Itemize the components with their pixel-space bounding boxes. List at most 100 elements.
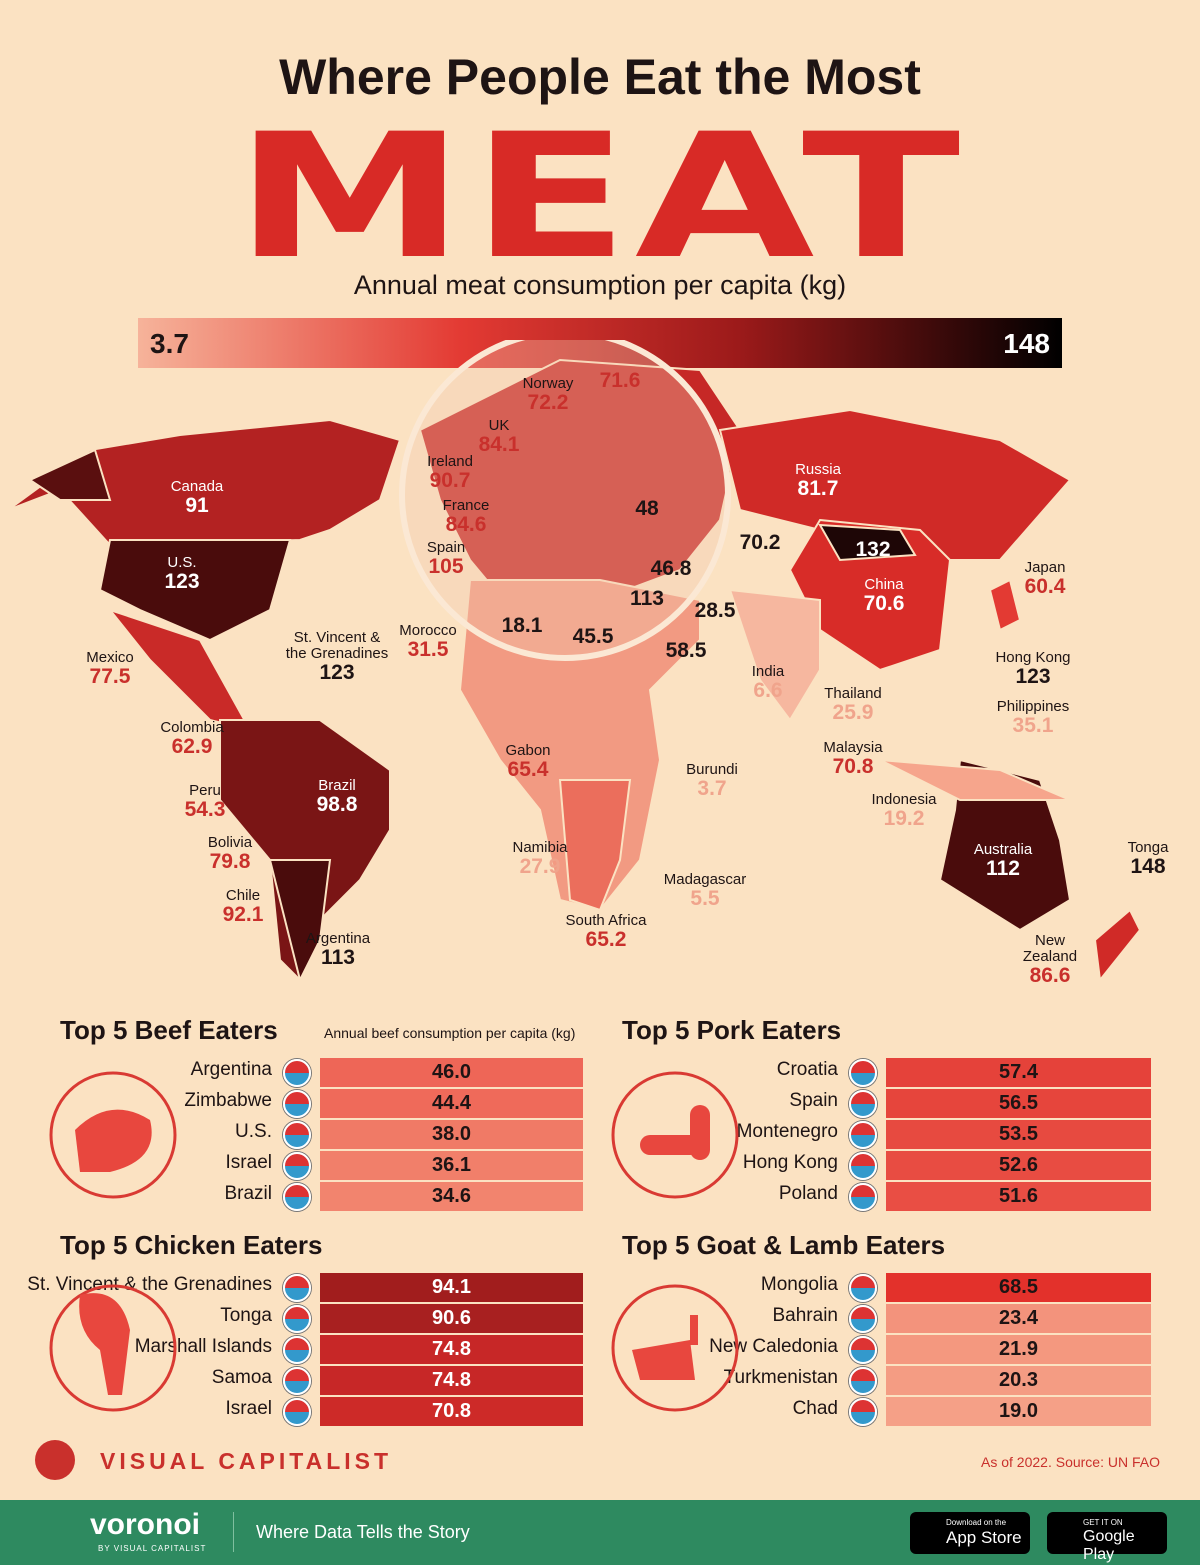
tagline: Where Data Tells the Story bbox=[256, 1522, 470, 1542]
brand-logo bbox=[35, 1440, 75, 1480]
table-note: Annual beef consumption per capita (kg) bbox=[324, 1025, 576, 1041]
map-label: Bolivia 79.8 bbox=[208, 835, 252, 873]
map-label: Indonesia 19.2 bbox=[871, 792, 936, 830]
country-name: Poland bbox=[778, 1183, 838, 1204]
map-label: Brazil 98.8 bbox=[317, 778, 358, 816]
map-label: Hong Kong 123 bbox=[995, 650, 1070, 688]
headline: MEAT bbox=[234, 96, 966, 297]
value-cell: 90.6 bbox=[320, 1304, 583, 1333]
country-name: Russia bbox=[795, 461, 841, 478]
map-label: Argentina 113 bbox=[306, 931, 370, 969]
value-cell: 74.8 bbox=[320, 1335, 583, 1364]
map-label: 45.5 bbox=[572, 625, 614, 648]
country-name: New Caledonia bbox=[709, 1336, 838, 1357]
flag bbox=[849, 1305, 877, 1333]
country-name: France bbox=[442, 497, 490, 514]
value-cell: 20.3 bbox=[886, 1366, 1151, 1395]
country-value: 123 bbox=[1015, 664, 1051, 688]
flag bbox=[849, 1152, 877, 1180]
color-legend: 3.7 148 bbox=[138, 318, 1062, 368]
map-label: France 84.6 bbox=[443, 498, 490, 536]
country-value: 65.4 bbox=[507, 757, 549, 781]
country-value: 123 bbox=[164, 569, 200, 593]
map-label: 28.5 bbox=[695, 599, 736, 622]
country-value: 18.1 bbox=[501, 614, 543, 637]
country-name: Canada bbox=[170, 478, 224, 495]
flag bbox=[283, 1090, 311, 1118]
country-value: 84.1 bbox=[478, 432, 520, 456]
value-cell: 34.6 bbox=[320, 1182, 583, 1211]
country-value: 70.2 bbox=[739, 531, 781, 554]
app-store-button[interactable]: Download on the App Store bbox=[910, 1512, 1030, 1554]
value-cell: 74.8 bbox=[320, 1366, 583, 1395]
country-value: 123 bbox=[319, 660, 355, 684]
country-name: Hong Kong bbox=[742, 1152, 838, 1173]
map-label: Spain 105 bbox=[427, 540, 465, 578]
flag bbox=[283, 1367, 311, 1395]
country-value: 27.9 bbox=[519, 854, 561, 878]
table-title: Top 5 Chicken Eaters bbox=[60, 1230, 323, 1260]
subtitle: Annual meat consumption per capita (kg) bbox=[353, 270, 847, 300]
flag bbox=[849, 1059, 877, 1087]
map-label: Namibia 27.9 bbox=[512, 840, 567, 878]
flag bbox=[283, 1121, 311, 1149]
country-name: Spain bbox=[789, 1090, 838, 1111]
brand: VISUAL CAPITALIST bbox=[100, 1448, 393, 1474]
map-label: Japan 60.4 bbox=[1025, 560, 1066, 598]
country-value: 112 bbox=[986, 856, 1020, 880]
country-value: 45.5 bbox=[572, 625, 614, 648]
country-name: Madagascar bbox=[663, 871, 747, 888]
map-label: UK 84.1 bbox=[479, 418, 520, 456]
country-name: Hong Kong bbox=[995, 649, 1071, 666]
country-name: South Africa bbox=[565, 912, 647, 929]
country-name: Thailand bbox=[824, 685, 882, 702]
country-name: U.S. bbox=[235, 1121, 272, 1142]
map-label: Chile 92.1 bbox=[223, 888, 264, 926]
map-label: Mexico 77.5 bbox=[86, 650, 134, 688]
country-name: Montenegro bbox=[736, 1121, 838, 1142]
value-cell: 53.5 bbox=[886, 1120, 1151, 1149]
country-name: UK bbox=[488, 417, 510, 434]
country-name: Morocco bbox=[399, 622, 457, 639]
country-name: Brazil bbox=[318, 777, 356, 794]
value-cell: 94.1 bbox=[320, 1273, 583, 1302]
country-name: Colombia bbox=[160, 719, 224, 736]
flag bbox=[283, 1059, 311, 1087]
flag bbox=[283, 1274, 311, 1302]
country-value: 113 bbox=[630, 587, 664, 610]
country-name: Gabon bbox=[505, 742, 551, 759]
voronoi-logo[interactable]: voronoi bbox=[90, 1508, 200, 1541]
world-map bbox=[7, 340, 1142, 983]
country-name: Marshall Islands bbox=[134, 1336, 272, 1357]
icons bbox=[49, 1071, 739, 1412]
map-label: 113 bbox=[630, 587, 664, 610]
flag bbox=[849, 1336, 877, 1364]
value-cell: 68.5 bbox=[886, 1273, 1151, 1302]
value-cell: 46.0 bbox=[320, 1058, 583, 1087]
value-cell: 23.4 bbox=[886, 1304, 1151, 1333]
map-label: Burundi 3.7 bbox=[686, 762, 738, 800]
map-label: Peru 54.3 bbox=[185, 783, 226, 821]
country-value: 92.1 bbox=[222, 902, 264, 926]
legend-min: 3.7 bbox=[150, 328, 189, 359]
country-value: 81.7 bbox=[797, 476, 839, 500]
country-value: 19.2 bbox=[883, 806, 925, 830]
value-cell: 44.4 bbox=[320, 1089, 583, 1118]
country-name: Bolivia bbox=[207, 834, 253, 851]
country-name: Australia bbox=[973, 841, 1033, 858]
country-name: Brazil bbox=[224, 1183, 272, 1204]
flag bbox=[849, 1090, 877, 1118]
title: Where People Eat the Most bbox=[279, 49, 921, 105]
map-label: 48 bbox=[635, 497, 658, 520]
google-play-button[interactable]: GET IT ON Google Play bbox=[1047, 1512, 1167, 1563]
table-title: Top 5 Goat & Lamb Eaters bbox=[622, 1230, 946, 1260]
country-name: Croatia bbox=[776, 1059, 838, 1080]
map-label: 132 bbox=[855, 538, 890, 561]
country-value: 6.6 bbox=[753, 678, 783, 702]
flag bbox=[849, 1121, 877, 1149]
country-value: 5.5 bbox=[690, 886, 720, 910]
table-title: Top 5 Beef Eaters bbox=[60, 1015, 278, 1045]
map-label: Philippines 35.1 bbox=[997, 699, 1070, 737]
country-value: 113 bbox=[321, 945, 355, 969]
